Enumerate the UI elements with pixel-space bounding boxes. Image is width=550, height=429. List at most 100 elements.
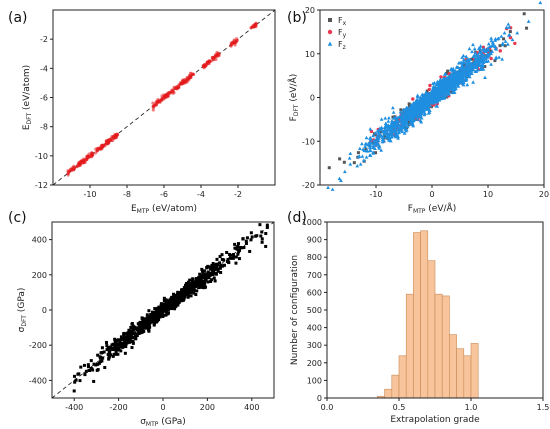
data-point: [426, 105, 430, 109]
data-point: [342, 160, 346, 164]
data-point: [212, 264, 216, 268]
data-point: [151, 101, 155, 105]
data-point: [432, 88, 437, 93]
data-point: [217, 53, 221, 58]
data-point: [153, 317, 157, 321]
y-tick-label: 0: [317, 394, 322, 403]
histogram-bar: [456, 348, 465, 399]
data-point: [429, 99, 434, 104]
data-point: [379, 148, 384, 152]
y-tick-label: -400: [29, 376, 47, 385]
y-tick-label: 200: [307, 359, 322, 368]
data-point: [111, 135, 116, 139]
data-point: [404, 129, 408, 133]
data-point: [464, 54, 469, 59]
data-point: [212, 270, 216, 274]
data-point: [403, 109, 408, 113]
data-point: [148, 322, 152, 326]
data-point: [489, 36, 494, 40]
data-point: [215, 257, 219, 261]
data-point: [433, 92, 438, 96]
x-tick-label: 200: [200, 403, 215, 412]
data-point: [391, 115, 395, 119]
data-point: [164, 313, 168, 317]
data-point: [470, 49, 474, 54]
data-point: [233, 242, 237, 246]
data-point: [416, 110, 420, 115]
data-point: [221, 264, 225, 268]
data-point: [456, 61, 461, 65]
data-point: [115, 348, 119, 352]
data-point: [119, 335, 123, 339]
data-point: [72, 167, 76, 171]
data-point: [503, 39, 508, 43]
data-point: [515, 31, 520, 35]
data-point: [330, 187, 335, 191]
data-point: [102, 350, 106, 354]
data-point: [151, 108, 155, 112]
data-point: [206, 280, 210, 284]
data-point: [187, 78, 191, 82]
data-point: [197, 278, 201, 282]
data-point: [131, 327, 135, 331]
data-point: [188, 75, 192, 79]
data-point: [88, 369, 92, 373]
data-point: [118, 342, 122, 346]
data-point: [366, 142, 370, 147]
series-fx: [327, 12, 529, 170]
data-point: [421, 93, 426, 97]
x-tick-label: -10: [83, 190, 96, 199]
data-point: [234, 255, 238, 259]
data-point: [130, 322, 134, 326]
data-point: [225, 250, 229, 254]
data-point: [498, 44, 502, 48]
data-point: [72, 374, 76, 378]
data-point: [146, 328, 150, 332]
data-point: [427, 107, 432, 112]
data-point: [446, 69, 450, 73]
data-point: [376, 138, 381, 143]
data-point: [138, 328, 142, 332]
data-point: [113, 342, 117, 346]
x-tick-label: -200: [110, 403, 128, 412]
data-point: [100, 359, 104, 363]
data-point: [191, 277, 195, 281]
data-point: [188, 290, 192, 294]
data-point: [166, 312, 170, 316]
data-point: [364, 135, 369, 140]
data-point: [373, 131, 378, 135]
data-point: [176, 293, 180, 297]
data-point: [457, 72, 462, 77]
data-point: [380, 135, 385, 140]
data-point: [127, 340, 131, 344]
data-point: [462, 69, 467, 74]
data-point: [174, 86, 178, 91]
data-point: [438, 84, 443, 89]
data-point: [139, 324, 143, 328]
data-point: [376, 142, 381, 146]
data-point: [464, 77, 469, 81]
histogram-bars: [377, 230, 479, 399]
data-point: [497, 55, 501, 59]
data-point: [374, 140, 379, 144]
data-point: [452, 77, 457, 81]
data-point: [507, 33, 512, 37]
data-point: [385, 134, 389, 138]
data-point: [205, 265, 209, 269]
data-point: [474, 65, 478, 69]
data-point: [393, 134, 398, 139]
data-point: [259, 234, 263, 238]
data-point: [175, 296, 179, 300]
data-point: [172, 292, 176, 296]
histogram-bar: [463, 355, 472, 399]
data-point: [357, 146, 362, 151]
data-point: [155, 310, 159, 314]
data-point: [479, 51, 484, 55]
data-point: [244, 239, 248, 243]
data-point: [153, 311, 157, 315]
data-point: [154, 103, 158, 107]
data-point: [141, 317, 145, 321]
data-point: [265, 223, 269, 227]
data-point: [489, 38, 494, 43]
